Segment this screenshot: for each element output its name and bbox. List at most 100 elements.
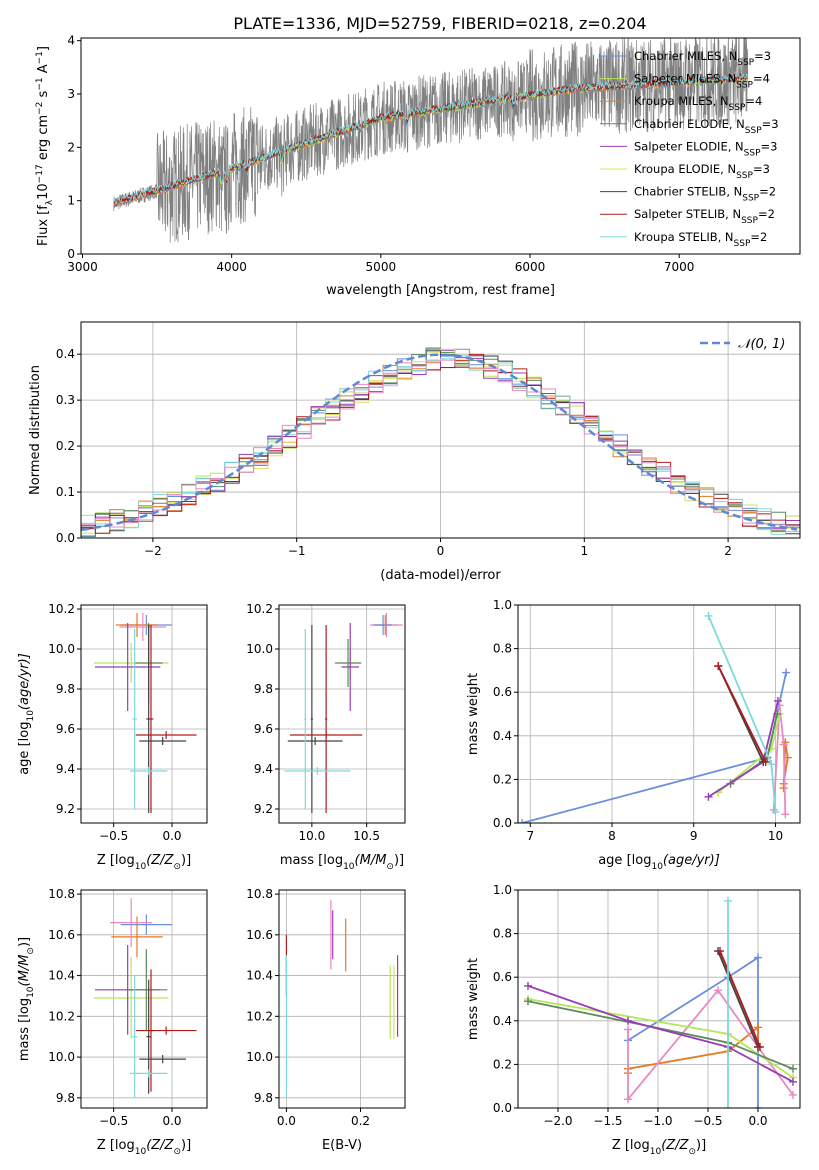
marker-plus [704,792,713,801]
marker-plus [773,696,782,705]
y-tick-label: 0.6 [493,685,512,699]
y-tick-label: 0.2 [493,1057,512,1071]
x-tick-label: 7000 [664,260,695,274]
panel-residuals: −2 −1 0 1 2 0.0 0.1 0.2 0.3 0.4 (data-model)/error… [28,321,801,583]
y-tick-label: 10.0 [48,642,75,656]
y-tick-label: 9.6 [254,722,273,736]
marker-plus [754,1023,762,1032]
x-tick-label: −1 [288,544,306,558]
y-tick-label: 0.2 [56,439,75,453]
series-line [719,950,761,1048]
x-tick-label: −1.0 [643,1114,672,1128]
legend-entry: Chabrier MILES, NSSP=3 [634,49,771,68]
series-line [627,955,759,1108]
x-axis-label: Z [log10(Z/Z⊙)] [97,1138,191,1157]
marker-plus [756,1042,764,1051]
error-bar [304,629,307,809]
y-tick-label: 0.8 [493,927,512,941]
plot-area [81,347,800,538]
error-bar [95,623,161,711]
x-tick-label: −0.5 [693,1114,722,1128]
y-axis-label: Normed distribution [28,365,43,495]
panel-age_vs_Z: −0.5 0.0 9.2 9.4 9.6 9.8 10.0 10.2 Z [log10(Z/Z⊙… [17,602,208,872]
x-tick-label: 0.0 [162,829,181,843]
error-bar [310,625,313,813]
y-tick-label: 10.6 [48,928,75,942]
x-tick-label: 0.2 [351,1114,370,1128]
histogram-step [81,355,800,535]
figure-title: PLATE=1336, MJD=52759, FIBERID=0218, z=0… [233,14,646,33]
legend-entry: 𝒩(0, 1) [738,337,785,352]
marker-plus [624,1095,632,1104]
x-tick-label: 1 [580,544,588,558]
x-axis-label: wavelength [Angstrom, rest frame] [326,283,555,298]
y-tick-label: 10.2 [246,1009,273,1023]
marker-plus [771,808,780,817]
marker-plus [714,662,723,671]
y-tick-label: 0.4 [493,729,512,743]
y-tick-label: 9.8 [254,682,273,696]
x-tick-label: −0.5 [99,829,128,843]
error-bar [148,625,154,813]
y-tick-label: 0 [67,247,75,261]
plot-area [524,896,797,1108]
marker-plus [524,981,532,990]
error-bar [139,737,186,745]
marker-plus [783,753,792,762]
y-tick-label: 9.8 [56,1091,75,1105]
y-tick-label: 0.6 [493,970,512,984]
error-bar [119,613,167,641]
y-tick-label: 0.0 [493,1101,512,1115]
error-bar [130,1069,168,1078]
error-bar [139,1055,186,1064]
marker-plus [724,1104,732,1108]
error-bar [93,957,169,1039]
marker-plus [767,760,776,769]
marker-plus [761,757,770,766]
plot-area [284,613,403,813]
legend-entry: Kroupa ELODIE, NSSP=3 [634,162,770,181]
x-tick-label: 2 [724,544,732,558]
y-axis-label: age [log10(age/yr)] [17,653,36,775]
legend-entry: Salpeter STELIB, NSSP=2 [634,207,775,226]
marker-plus [518,819,527,823]
histogram-step [81,353,800,534]
x-tick-label: 7 [526,829,534,843]
legend: 𝒩(0, 1) [700,337,785,352]
axes-frame [80,604,208,824]
x-tick-label: 9 [690,829,698,843]
error-bar [341,623,359,711]
y-tick-label: 9.8 [254,1091,273,1105]
x-tick-label: −0.5 [99,1114,128,1128]
x-tick-label: 10.5 [353,829,380,843]
marker-plus [789,1064,797,1073]
y-tick-label: 3 [67,87,75,101]
y-axis-label: mass [log10(M/M⊙)] [17,937,36,1061]
histogram-step [81,359,800,528]
panel-mass_vs_Z: −0.5 0.0 9.8 10.0 10.2 10.4 10.6 10.8 Z [log10(Z… [17,887,208,1157]
error-bar [334,639,362,687]
error-bar [130,767,168,775]
marker-plus [714,986,722,995]
error-bar [125,949,168,1031]
y-tick-label: 10.2 [48,1009,75,1023]
y-axis-label: mass weight [466,958,481,1040]
error-bar [135,1026,197,1035]
axes-frame [278,889,406,1109]
series-line [717,950,759,1048]
y-tick-label: 0.2 [493,772,512,786]
series-line [772,705,787,815]
legend-entry: Kroupa MILES, NSSP=4 [634,94,762,113]
x-axis-label: Z [log10(Z/Z⊙)] [97,853,191,872]
axes-frame [517,889,801,1109]
marker-plus [716,947,724,956]
series-line [527,985,794,1083]
x-axis-label: Z [log10(Z/Z⊙)] [612,1138,706,1157]
y-tick-label: 9.6 [56,722,75,736]
series-line [717,665,767,763]
error-bar [132,975,137,1098]
plot-area [285,900,399,1098]
x-tick-label: 8 [608,829,616,843]
series-line [717,713,781,794]
